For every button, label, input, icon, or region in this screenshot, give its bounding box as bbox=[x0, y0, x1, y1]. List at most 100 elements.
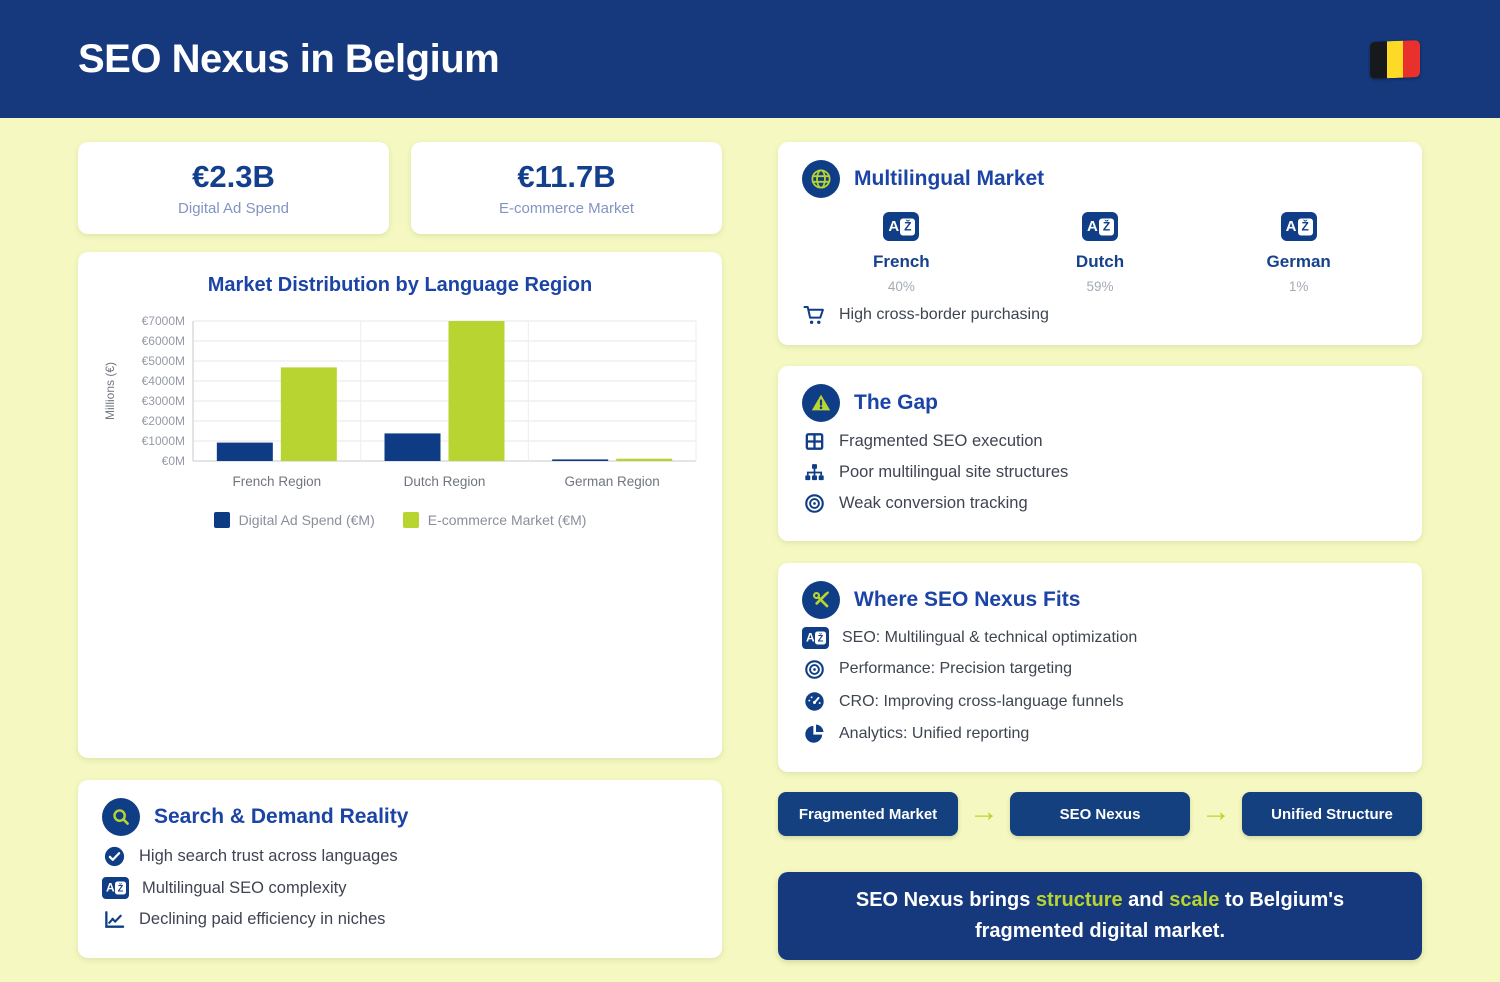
stat-label: Digital Ad Spend bbox=[178, 200, 289, 217]
list-item-text: Poor multilingual site structures bbox=[839, 463, 1069, 481]
svg-text:French Region: French Region bbox=[233, 474, 322, 489]
header: SEO Nexus in Belgium bbox=[0, 0, 1500, 118]
list-item: Analytics: Unified reporting bbox=[802, 722, 1398, 746]
bullseye-icon bbox=[802, 657, 826, 681]
list-item: Weak conversion tracking bbox=[802, 492, 1398, 516]
card-title: The Gap bbox=[854, 391, 939, 414]
market-distribution-chart-card: Market Distribution by Language Region €… bbox=[78, 252, 722, 758]
search-icon bbox=[102, 798, 140, 836]
stat-label: E-commerce Market bbox=[498, 200, 635, 217]
svg-text:€5000M: €5000M bbox=[142, 354, 185, 368]
svg-text:€1000M: €1000M bbox=[142, 434, 185, 448]
list-item-text: Declining paid efficiency in niches bbox=[139, 910, 386, 928]
svg-text:€4000M: €4000M bbox=[142, 374, 185, 388]
list-item-text: Analytics: Unified reporting bbox=[839, 724, 1030, 742]
flow-step-fragmented-market: Fragmented Market bbox=[778, 792, 958, 836]
arrow-right-icon: → bbox=[1201, 795, 1231, 828]
warning-icon bbox=[802, 384, 840, 422]
card-header: The Gap bbox=[802, 384, 1398, 422]
chart-title: Market Distribution by Language Region bbox=[207, 274, 593, 296]
flow-step-unified-structure: Unified Structure bbox=[1242, 792, 1422, 836]
legend-label: E-commerce Market (€M) bbox=[427, 512, 587, 528]
list-item-text: Performance: Precision targeting bbox=[839, 660, 1072, 678]
svg-text:€6000M: €6000M bbox=[142, 334, 185, 348]
card-header: Where SEO Nexus Fits bbox=[802, 581, 1398, 619]
card-header: Multilingual Market bbox=[802, 160, 1398, 198]
language-share: 1% bbox=[1288, 279, 1309, 294]
svg-text:€7000M: €7000M bbox=[142, 314, 185, 328]
search-demand-card: Search & Demand Reality High search trus… bbox=[78, 780, 722, 958]
svg-text:€3000M: €3000M bbox=[142, 394, 185, 408]
svg-text:German Region: German Region bbox=[565, 474, 660, 489]
legend-label: Digital Ad Spend (€M) bbox=[238, 512, 375, 528]
bar-chart: €0M €1000M €2000M €3000M €4000M €5000M €6000M €… bbox=[103, 314, 697, 489]
card-title: Search & Demand Reality bbox=[154, 805, 409, 828]
list-item-text: CRO: Improving cross-language funnels bbox=[839, 692, 1124, 710]
check-circle-icon bbox=[102, 845, 126, 869]
flow-step-seo-nexus: SEO Nexus bbox=[1010, 792, 1190, 836]
list-item: Performance: Precision targeting bbox=[802, 657, 1398, 681]
list-item: High search trust across languages bbox=[102, 845, 698, 869]
svg-text:€0M: €0M bbox=[162, 454, 185, 468]
stat-value: €2.3B bbox=[192, 159, 275, 194]
stats-row: €2.3B Digital Ad Spend €11.7B E-commerce… bbox=[78, 142, 722, 234]
stat-card-ad-spend: €2.3B Digital Ad Spend bbox=[78, 142, 389, 234]
svg-text:Millions (€): Millions (€) bbox=[103, 362, 117, 420]
list-item: Poor multilingual site structures bbox=[802, 461, 1398, 485]
belgium-flag-icon bbox=[1370, 39, 1420, 79]
cart-icon bbox=[802, 303, 826, 327]
flow-diagram: Fragmented Market → SEO Nexus → Unified … bbox=[778, 792, 1422, 836]
bullseye-icon bbox=[802, 492, 826, 516]
list-item: Fragmented SEO execution bbox=[802, 429, 1398, 453]
language-share: 40% bbox=[887, 279, 915, 294]
legend-entry-ecommerce: E-commerce Market (€M) bbox=[402, 512, 587, 528]
language-share: 59% bbox=[1086, 279, 1114, 294]
list-item-text: High search trust across languages bbox=[139, 847, 398, 865]
list-item-text: Fragmented SEO execution bbox=[839, 431, 1043, 450]
language-name: French bbox=[872, 252, 930, 271]
arrow-right-icon: → bbox=[969, 795, 999, 828]
the-gap-card: The Gap Fragmented SEO execution bbox=[778, 366, 1422, 541]
legend-swatch-icon bbox=[213, 512, 230, 528]
content: €2.3B Digital Ad Spend €11.7B E-commerce… bbox=[0, 118, 1500, 960]
line-chart-icon bbox=[102, 908, 126, 932]
banner-text: SEO Nexus brings structure and scale to … bbox=[855, 889, 1345, 942]
legend-entry-ad-spend: Digital Ad Spend (€M) bbox=[213, 512, 375, 528]
svg-text:€2000M: €2000M bbox=[142, 414, 185, 428]
card-header: Search & Demand Reality bbox=[102, 798, 698, 836]
sitemap-icon bbox=[802, 461, 826, 485]
list-item-text: SEO: Multilingual & technical optimizati… bbox=[842, 629, 1138, 647]
list-item-text: Weak conversion tracking bbox=[839, 494, 1028, 513]
summary-banner: SEO Nexus brings structure and scale to … bbox=[778, 872, 1422, 960]
grid-icon bbox=[802, 429, 826, 453]
list-item-text: Multilingual SEO complexity bbox=[142, 878, 347, 897]
language-name: German bbox=[1266, 252, 1331, 271]
page-title: SEO Nexus in Belgium bbox=[78, 36, 500, 81]
pie-chart-icon bbox=[802, 722, 826, 746]
left-column: €2.3B Digital Ad Spend €11.7B E-commerce… bbox=[78, 142, 722, 960]
card-title: Multilingual Market bbox=[854, 167, 1045, 190]
globe-icon bbox=[802, 160, 840, 198]
list-item: CRO: Improving cross-language funnels bbox=[802, 690, 1398, 714]
tools-icon bbox=[802, 581, 840, 619]
chart-legend: Digital Ad Spend (€M) E-commerce Market … bbox=[98, 512, 702, 528]
card-title: Where SEO Nexus Fits bbox=[854, 588, 1081, 611]
stat-value: €11.7B bbox=[517, 159, 616, 194]
note-text: High cross-border purchasing bbox=[839, 306, 1049, 323]
cross-border-note: High cross-border purchasing bbox=[802, 303, 1398, 327]
list-item: Declining paid efficiency in niches bbox=[102, 908, 698, 932]
